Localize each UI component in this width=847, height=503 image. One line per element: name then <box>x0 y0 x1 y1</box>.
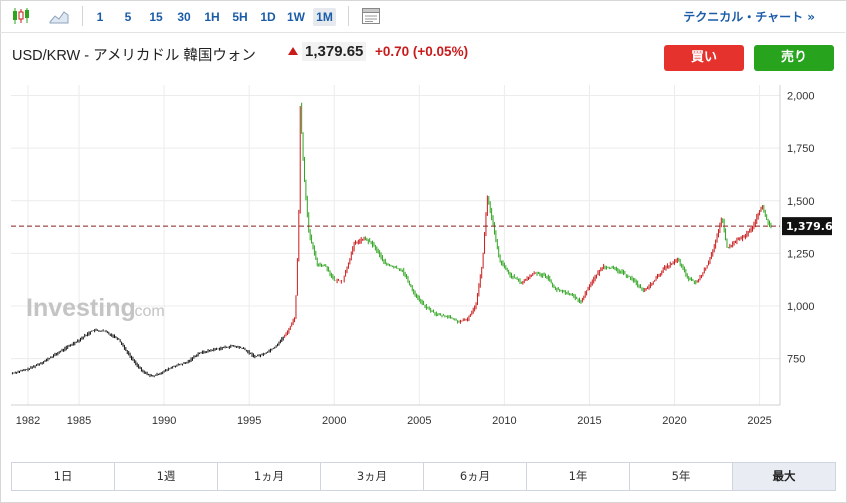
interval-1m-button[interactable]: 1M <box>313 8 336 26</box>
y-tick-label: 1,000 <box>787 301 815 313</box>
technical-chart-link[interactable]: テクニカル・チャート » <box>683 10 815 24</box>
indicators-icon[interactable] <box>361 7 381 25</box>
time-range-bar: 1日 1週 1ヵ月 3ヵ月 6ヵ月 1年 5年 最大 <box>11 462 836 491</box>
range-max-button[interactable]: 最大 <box>733 463 835 490</box>
interval-5h-button[interactable]: 5H <box>232 10 248 24</box>
area-chart-icon[interactable] <box>49 7 69 25</box>
last-price: 1,379.65 <box>302 42 367 61</box>
x-tick-label: 1990 <box>152 415 176 427</box>
x-tick-label: 1982 <box>16 415 40 427</box>
interval-1-button[interactable]: 1 <box>96 10 104 24</box>
chart-grid <box>11 85 781 406</box>
x-tick-label: 2005 <box>407 415 431 427</box>
interval-1h-button[interactable]: 1H <box>204 10 220 24</box>
y-tick-label: 1,500 <box>787 196 815 208</box>
price-chart[interactable]: Investing .com 750 1,000 1,250 1,500 1,750 2,… <box>0 80 847 430</box>
watermark-brand: Investing <box>26 294 136 322</box>
x-tick-label: 2025 <box>747 415 771 427</box>
interval-15-button[interactable]: 15 <box>149 10 163 24</box>
sell-button[interactable]: 売り <box>754 45 834 71</box>
y-tick-label: 1,750 <box>787 143 815 155</box>
x-tick-label: 1985 <box>67 415 91 427</box>
current-value-marker: 1,379.61 <box>782 217 840 236</box>
range-5y-button[interactable]: 5年 <box>630 463 733 490</box>
range-1m-button[interactable]: 1ヵ月 <box>218 463 321 490</box>
toolbar-divider <box>82 6 83 26</box>
price-series <box>11 102 772 378</box>
range-1d-button[interactable]: 1日 <box>12 463 115 490</box>
x-axis: 1982 1985 1990 1995 2000 2005 2010 2015 2020 2025 <box>16 415 772 427</box>
interval-30-button[interactable]: 30 <box>177 10 191 24</box>
watermark-suffix: .com <box>130 303 165 320</box>
y-tick-label: 750 <box>787 354 805 366</box>
x-tick-label: 2020 <box>662 415 686 427</box>
range-3m-button[interactable]: 3ヵ月 <box>321 463 424 490</box>
range-6m-button[interactable]: 6ヵ月 <box>424 463 527 490</box>
toolbar-divider <box>348 6 349 26</box>
instrument-title: USD/KRW - アメリカドル 韓国ウォン <box>12 48 256 64</box>
range-1y-button[interactable]: 1年 <box>527 463 630 490</box>
x-tick-label: 1995 <box>237 415 261 427</box>
y-axis: 750 1,000 1,250 1,500 1,750 2,000 <box>787 91 815 366</box>
range-1w-button[interactable]: 1週 <box>115 463 218 490</box>
candlestick-icon[interactable] <box>11 7 31 25</box>
interval-1d-button[interactable]: 1D <box>260 10 276 24</box>
chart-toolbar: 1 5 15 30 1H 5H 1D 1W 1M テクニカル・チャート » <box>0 0 845 33</box>
interval-1w-button[interactable]: 1W <box>287 10 305 24</box>
x-tick-label: 2015 <box>577 415 601 427</box>
price-change: +0.70 (+0.05%) <box>375 44 469 59</box>
x-tick-label: 2010 <box>492 415 516 427</box>
current-value-label: 1,379.61 <box>786 220 840 233</box>
y-tick-label: 1,250 <box>787 248 815 260</box>
buy-button[interactable]: 買い <box>664 45 744 71</box>
price-up-arrow-icon <box>288 47 298 55</box>
interval-5-button[interactable]: 5 <box>124 10 132 24</box>
y-tick-label: 2,000 <box>787 91 815 103</box>
x-tick-label: 2000 <box>322 415 346 427</box>
